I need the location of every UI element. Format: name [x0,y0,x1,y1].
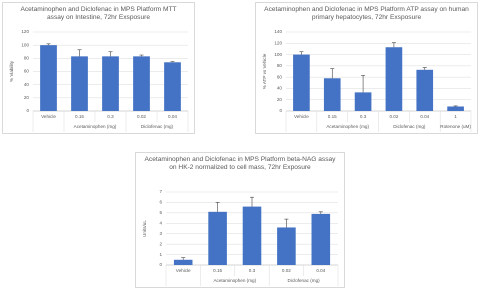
error-bar [284,218,289,228]
error-bar [361,75,366,93]
bar [354,92,372,111]
y-axis-label: Units/uL [142,220,147,237]
error-bar [108,51,113,57]
chart-panel: Acetaminophen and Diclofenac in MPS Plat… [2,2,195,134]
x-tick-label: 0.02 [389,114,398,119]
chart: % Viability 0 20 40 60 80 100 120 Vehicle 0.15 Ace… [9,29,189,132]
y-tick-label: 6 [159,200,162,205]
bar [311,213,331,265]
group-label: Diclofenac (mg) [393,124,426,129]
y-tick-label: 60 [24,69,30,74]
x-tick-label: 0.02 [137,114,146,119]
group-label: Acetaminophen (mg) [326,124,369,129]
x-tick-label: 0.02 [282,268,291,273]
x-tick-label: 1 [454,114,457,119]
error-bar [77,49,82,57]
y-tick-label: 4 [159,221,162,226]
bar [102,56,119,111]
y-tick-label: 80 [277,63,283,68]
bar [447,106,464,111]
y-tick-label: 20 [277,97,283,102]
bar [293,54,310,111]
error-bar [330,68,335,79]
y-axis-label: % ATP vs Vehicle [262,53,267,89]
group-label: Diclofenac (mg) [288,278,321,283]
bar [173,259,193,265]
error-bar [181,257,186,260]
x-tick-label: Vehicle [176,268,191,273]
chart-title: Acetaminophen and Diclofenac in MPS Plat… [20,6,177,21]
bar [277,227,296,265]
x-tick-label: 0.3 [360,114,367,119]
x-tick-label: Vehicle [294,114,309,119]
group-label: Diclofenac (mg) [141,124,174,129]
x-tick-label: 0.15 [213,268,222,273]
group-label: Acetaminophen (mg) [213,278,256,283]
x-tick-label: 0.3 [107,114,114,119]
y-tick-label: 100 [21,42,29,47]
y-tick-label: 2 [159,241,162,246]
error-bar [318,211,323,214]
x-tick-label: 0.04 [168,114,177,119]
y-tick-label: 0 [26,108,29,113]
y-tick-label: 3 [159,231,162,236]
error-bar [391,42,396,48]
error-bar [299,51,304,55]
y-tick-label: 140 [274,29,282,34]
y-tick-label: 40 [24,82,30,87]
y-tick-label: 120 [21,29,29,34]
bar [71,56,88,111]
group-label: Acetaminophen (mg) [74,124,117,129]
y-tick-label: 0 [159,262,162,267]
x-tick-label: 0.15 [328,114,337,119]
chart: Units/uL 0 1 2 3 4 5 6 7 Vehicle 0.15 Acetaminophen… [142,189,339,286]
x-tick-label: 0.04 [420,114,429,119]
y-tick-label: 60 [277,74,283,79]
x-tick-label: Vehicle [41,114,56,119]
bar [323,78,341,111]
x-tick-label: 0.3 [249,268,256,273]
chart-panel: Acetaminophen and Diclofenac in MPS Plat… [135,152,345,288]
y-tick-label: 120 [274,41,282,46]
y-tick-label: 20 [24,95,30,100]
x-tick-label: 0.15 [75,114,84,119]
y-axis-label: % Viability [9,60,14,82]
y-tick-label: 0 [279,108,282,113]
error-bar [170,61,175,63]
bar [40,45,57,111]
error-bar [46,43,51,46]
y-tick-label: 40 [277,86,283,91]
y-tick-label: 7 [159,189,162,194]
chart-title: Acetaminophen and Diclofenac in MPS Plat… [264,6,469,21]
bar [242,206,262,265]
chart-panel: Acetaminophen and Diclofenac in MPS Plat… [255,2,478,134]
y-tick-label: 100 [274,52,282,57]
y-tick-label: 5 [159,210,162,215]
group-label: Rotenone (uM) [440,124,471,129]
x-tick-label: 0.04 [316,268,325,273]
bar [385,47,403,111]
error-bar [215,202,220,212]
y-tick-label: 1 [159,252,162,257]
chart-title: Acetaminophen and Diclofenac in MPS Plat… [144,156,336,171]
y-tick-label: 80 [24,56,30,61]
error-bar [250,196,254,207]
bar [416,69,434,111]
error-bar [453,105,458,107]
bar [164,62,181,111]
bar [133,56,150,111]
bar [208,211,227,265]
error-bar [422,67,427,70]
chart: % ATP vs Vehicle 0 20 40 60 80 100 120 140 Vehicl… [262,29,471,132]
error-bar [139,54,144,57]
